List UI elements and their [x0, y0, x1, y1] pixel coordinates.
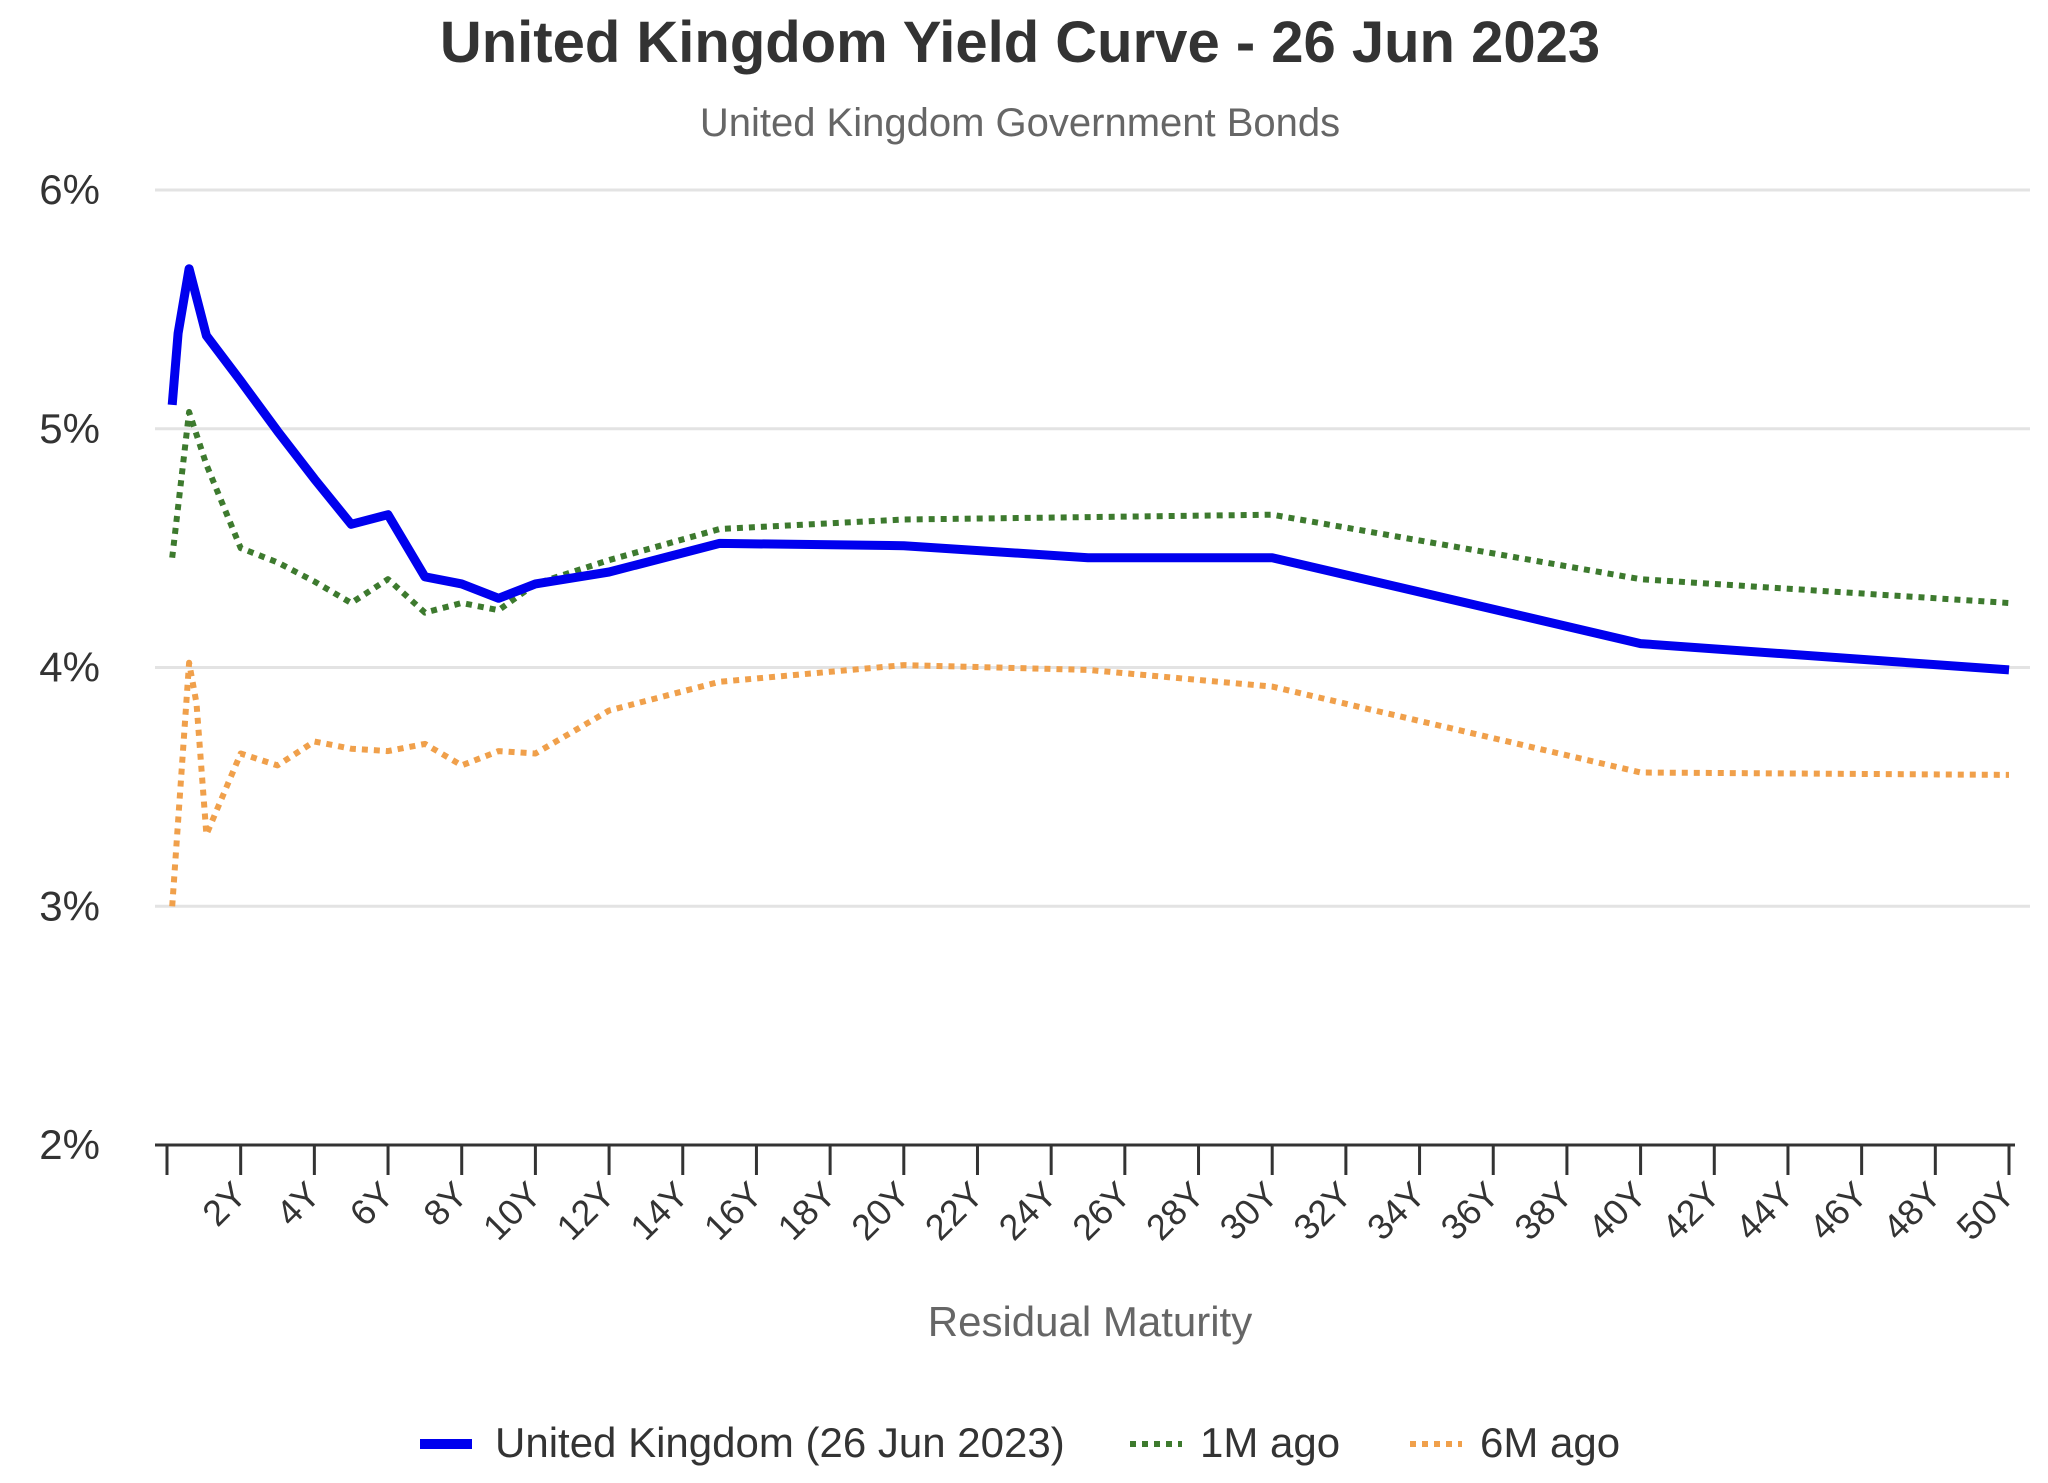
x-tick-label: 8Y [415, 1174, 475, 1234]
x-tick-label: 20Y [843, 1174, 917, 1248]
x-tick-label: 16Y [696, 1174, 770, 1248]
x-tick-label: 12Y [548, 1174, 622, 1248]
x-tick-label: 46Y [1801, 1174, 1875, 1248]
y-tick-label: 6% [39, 166, 100, 213]
grid-lines [155, 188, 2030, 908]
x-tick-label: 4Y [268, 1174, 328, 1234]
x-tick-label: 22Y [917, 1174, 991, 1248]
legend: United Kingdom (26 Jun 2023) 1M ago 6M ago [420, 1419, 1620, 1466]
x-tick-label: 18Y [769, 1174, 843, 1248]
chart-subtitle: United Kingdom Government Bonds [700, 101, 1340, 145]
x-tick-label: 50Y [1948, 1174, 2022, 1248]
legend-label: 6M ago [1480, 1419, 1620, 1466]
x-axis: 2Y 4Y 6Y 8Y 10Y 12Y 14Y 16Y 18Y 20Y 22Y 24Y 26Y 28Y 30… [155, 1143, 2023, 1248]
chart-title: United Kingdom Yield Curve - 26 Jun 2023 [440, 10, 1600, 75]
x-tick-label: 30Y [1212, 1174, 1286, 1248]
y-tick-label: 5% [39, 405, 100, 452]
y-tick-label: 2% [39, 1121, 100, 1168]
series-line [167, 264, 2010, 675]
x-tick-label: 24Y [991, 1174, 1065, 1248]
y-tick-label: 4% [39, 644, 100, 691]
x-tick-label: 36Y [1433, 1174, 1507, 1248]
y-axis: 2% 3% 4% 5% 6% [39, 166, 100, 1168]
x-tick-label: 14Y [622, 1174, 696, 1248]
x-tick-label: 10Y [475, 1174, 549, 1248]
x-tick-label: 28Y [1138, 1174, 1212, 1248]
legend-label: United Kingdom (26 Jun 2023) [495, 1419, 1065, 1466]
x-tick-label: 38Y [1506, 1174, 1580, 1248]
x-tick-label: 6Y [342, 1174, 402, 1234]
series-line [169, 409, 2010, 616]
x-tick-label: 44Y [1727, 1174, 1801, 1248]
x-tick-label: 32Y [1285, 1174, 1359, 1248]
x-tick-label: 2Y [194, 1174, 254, 1234]
y-tick-label: 3% [39, 882, 100, 929]
x-tick-label: 42Y [1654, 1174, 1728, 1248]
legend-label: 1M ago [1200, 1419, 1340, 1466]
series-line [169, 659, 2010, 907]
x-tick-label: 26Y [1064, 1174, 1138, 1248]
x-tick-label: 40Y [1580, 1174, 1654, 1248]
x-tick-label: 34Y [1359, 1174, 1433, 1248]
x-tick-label: 48Y [1875, 1174, 1949, 1248]
series-lines [167, 264, 2010, 907]
x-axis-title: Residual Maturity [928, 1298, 1252, 1345]
